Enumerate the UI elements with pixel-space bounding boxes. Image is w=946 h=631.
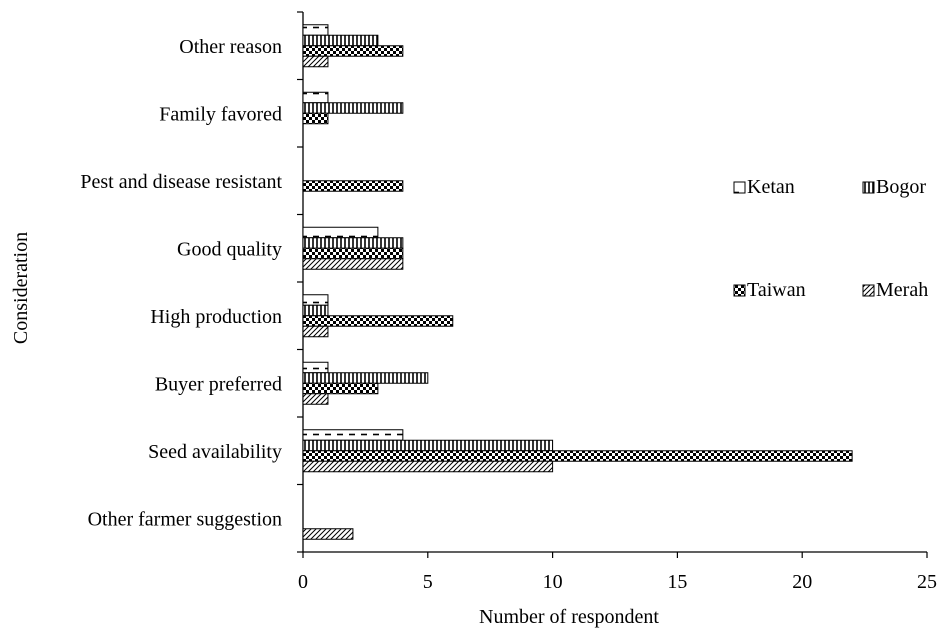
bar-ketan-6 <box>302 429 404 441</box>
bar-merah-4 <box>302 325 329 338</box>
bar-taiwan-2 <box>302 180 404 192</box>
category-label: Seed availability <box>148 441 282 463</box>
x-tick-label: 5 <box>423 571 433 593</box>
bar-ketan-0 <box>302 24 329 36</box>
x-tick-label: 10 <box>543 571 563 593</box>
bar-ketan-1 <box>302 91 329 104</box>
x-tick-label: 20 <box>792 571 812 593</box>
bar-taiwan-3 <box>302 247 404 260</box>
bar-merah-5 <box>302 393 329 405</box>
bar-merah-3 <box>302 258 404 270</box>
bar-bogor-6 <box>302 439 554 452</box>
x-axis-label: Number of respondent <box>479 606 659 628</box>
legend-swatch-merah <box>862 284 875 297</box>
bar-bogor-3 <box>302 237 404 249</box>
bar-bogor-1 <box>302 102 404 114</box>
bar-bogor-4 <box>302 304 329 317</box>
bars <box>302 24 853 540</box>
x-tick-labels: 0 5 10 15 20 25 <box>298 552 937 593</box>
category-label: Other farmer suggestion <box>88 508 282 530</box>
bar-ketan-4 <box>302 294 329 306</box>
bar-merah-7 <box>302 528 354 540</box>
legend-swatch-taiwan <box>733 284 746 297</box>
legend: Ketan Bogor Taiwan Merah <box>733 176 928 301</box>
bar-taiwan-6 <box>302 450 853 462</box>
legend-label-merah: Merah <box>876 279 928 301</box>
bar-taiwan-1 <box>302 112 329 125</box>
category-label: High production <box>150 306 282 328</box>
bar-ketan-5 <box>302 361 329 374</box>
x-tick-label: 25 <box>917 571 937 593</box>
category-label: Other reason <box>179 36 282 58</box>
legend-swatch-bogor <box>862 181 875 194</box>
bar-merah-0 <box>302 55 329 68</box>
bar-taiwan-5 <box>302 382 379 395</box>
legend-label-taiwan: Taiwan <box>747 279 806 301</box>
legend-swatch-ketan <box>733 181 746 194</box>
category-label: Pest and disease resistant <box>80 171 282 193</box>
legend-label-bogor: Bogor <box>876 176 926 198</box>
bar-bogor-5 <box>302 372 429 384</box>
category-label: Good quality <box>177 238 282 260</box>
bar-merah-6 <box>302 460 554 473</box>
y-axis-label: Consideration <box>10 232 32 344</box>
category-label: Family favored <box>159 103 282 125</box>
category-labels: Other reason Family favored Pest and disea… <box>80 36 282 531</box>
bar-bogor-0 <box>302 34 379 47</box>
bar-taiwan-4 <box>302 315 454 327</box>
category-label: Buyer preferred <box>155 373 282 395</box>
x-tick-label: 0 <box>298 571 308 593</box>
x-tick-label: 15 <box>667 571 687 593</box>
bar-taiwan-0 <box>302 45 404 57</box>
legend-label-ketan: Ketan <box>747 176 795 198</box>
bar-ketan-3 <box>302 226 379 239</box>
